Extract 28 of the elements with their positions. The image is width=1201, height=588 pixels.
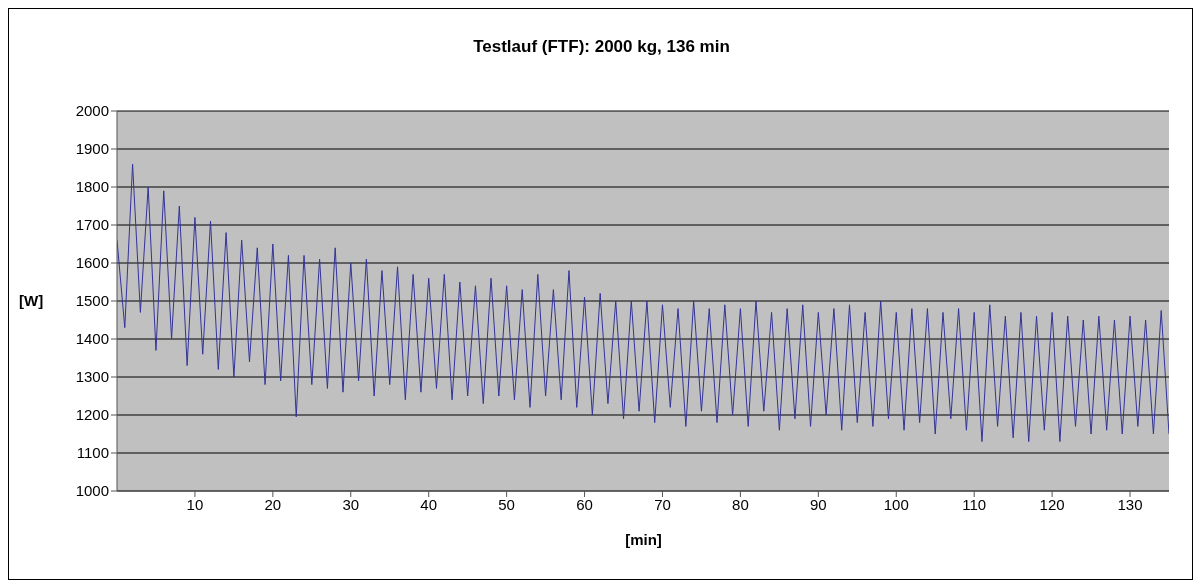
chart-title: Testlauf (FTF): 2000 kg, 136 min [472,37,731,57]
y-tick-label: 1400 [75,330,109,348]
x-tick-label: 40 [420,495,438,513]
y-tick-label: 1800 [75,178,109,196]
x-tick-label: 70 [654,495,671,513]
y-tick-label: 1000 [75,482,109,500]
x-tick-label: 110 [962,495,987,513]
y-tick-label: 1700 [75,216,109,234]
y-tick-label: 1200 [75,406,109,424]
x-tick-label: 130 [1117,495,1143,513]
x-tick-label: 50 [498,495,515,513]
x-tick-label: 60 [576,495,593,513]
y-tick-label: 1100 [76,444,109,462]
y-tick-label: 1900 [75,140,109,158]
y-tick-label: 1500 [75,292,109,310]
x-axis-title: [min] [624,531,663,548]
x-tick-label: 90 [809,495,827,513]
y-axis-title: [W] [19,292,44,309]
x-tick-label: 120 [1039,495,1065,513]
x-tick-label: 20 [264,495,282,513]
x-tick-label: 10 [186,495,204,513]
y-tick-label: 1600 [75,254,109,272]
x-tick-label: 100 [883,495,909,513]
y-tick-label: 2000 [75,102,109,120]
x-tick-label: 80 [732,495,749,513]
line-series [117,163,1169,443]
y-tick-label: 1300 [75,368,109,386]
x-tick-label: 30 [342,495,360,513]
